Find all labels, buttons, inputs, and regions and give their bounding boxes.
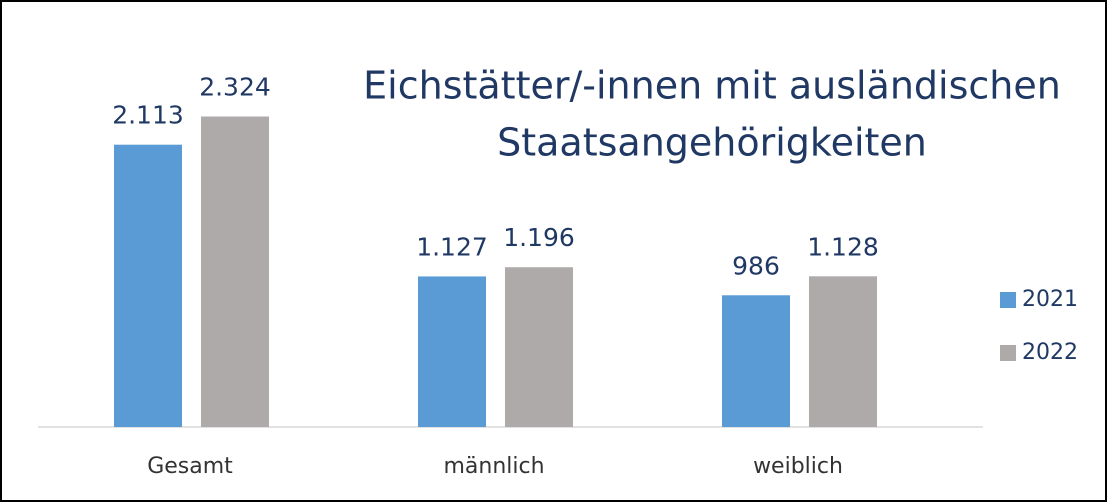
chart-title: Eichstätter/-innen mit ausländischen xyxy=(363,64,1061,108)
bar xyxy=(505,267,573,427)
bar xyxy=(722,295,790,427)
legend-swatch xyxy=(1000,345,1016,361)
data-label: 2.324 xyxy=(199,73,271,102)
bar xyxy=(114,144,182,428)
bar xyxy=(201,116,269,427)
legend-label: 2022 xyxy=(1022,340,1078,365)
data-label: 1.128 xyxy=(807,232,879,261)
data-label: 1.196 xyxy=(503,223,575,252)
legend-label: 2021 xyxy=(1022,287,1078,312)
legend-swatch xyxy=(1000,292,1016,308)
x-tick-label: weiblich xyxy=(753,454,843,479)
bar xyxy=(418,276,486,427)
data-label: 2.113 xyxy=(112,101,184,130)
bar xyxy=(809,276,877,427)
data-label: 986 xyxy=(732,251,780,280)
x-tick-label: männlich xyxy=(443,454,544,479)
chart-title: Staatsangehörigkeiten xyxy=(497,121,927,165)
data-label: 1.127 xyxy=(416,232,488,261)
x-tick-label: Gesamt xyxy=(147,454,233,479)
